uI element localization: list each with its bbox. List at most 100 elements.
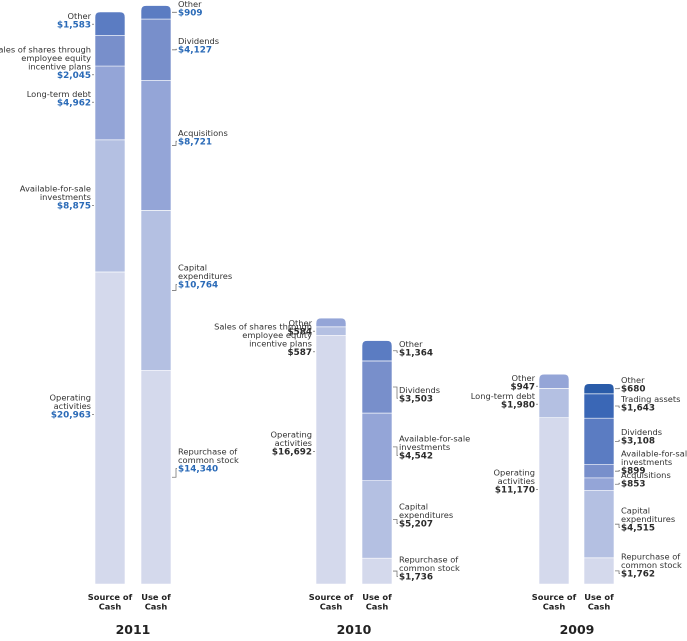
segment-label: Dividends [621, 427, 662, 437]
bar-2010-use-capital-expenditures [362, 481, 392, 559]
column-label-2011-use: Cash [145, 602, 168, 612]
column-label-2010-source: Cash [320, 602, 343, 612]
segment-label: investments [621, 457, 672, 467]
column-label-2009-source: Source of [532, 592, 577, 602]
segment-label: activities [54, 401, 91, 411]
segment-label: Dividends [178, 36, 219, 46]
bar-2009-use-acquisitions [584, 478, 614, 491]
bar-2009-source-operating-activities [539, 418, 569, 584]
segment-label: activities [498, 476, 535, 486]
segment-value: $909 [178, 8, 202, 18]
label-2009-use-trading-assets: Trading assets$1,643 [620, 394, 681, 414]
bar-2009-use-capital-expenditures [584, 491, 614, 558]
segment-label: investments [40, 192, 91, 202]
leader-line [393, 447, 398, 456]
column-label-2009-use: Cash [588, 602, 611, 612]
bar-2011-use-repurchase-of-common-stock [141, 371, 171, 584]
bar-2010-source-other [316, 318, 346, 327]
label-2010-use-other: Other$1,364 [399, 339, 433, 359]
segment-value: $1,980 [501, 400, 535, 410]
segment-label: expenditures [178, 271, 232, 281]
segment-value: $584 [288, 327, 312, 337]
label-2009-source-long-term-debt: Long-term debt$1,980 [471, 391, 536, 411]
bar-2011-source-operating-activities [95, 272, 125, 584]
column-label-2009-source: Cash [543, 602, 566, 612]
segment-label: expenditures [621, 514, 675, 524]
bar-2009-source-long-term-debt [539, 388, 569, 417]
segment-value: $11,170 [495, 486, 535, 496]
segment-value: $20,963 [51, 411, 91, 421]
bar-2010-use-dividends [362, 361, 392, 413]
label-2009-use-dividends: Dividends$3,108 [621, 427, 662, 447]
label-2009-use-other: Other$680 [621, 375, 645, 395]
segment-label: Other [511, 373, 535, 383]
segment-value: $853 [621, 479, 645, 489]
leader-line [393, 519, 398, 523]
label-2009-source-other: Other$947 [511, 373, 536, 393]
segment-value: $8,721 [178, 137, 212, 147]
bar-2009-use-repurchase-of-common-stock [584, 558, 614, 584]
label-2010-source-other: Other$584 [288, 318, 313, 338]
segment-label: Acquisitions [178, 128, 228, 138]
segment-label: Other [399, 339, 423, 349]
segment-label: Other [67, 11, 91, 21]
segment-label: incentive plans [28, 61, 91, 71]
label-2010-use-dividends: Dividends$3,503 [399, 385, 440, 405]
leader-line [393, 571, 398, 576]
segment-value: $8,875 [57, 202, 91, 212]
segment-value: $2,045 [57, 71, 91, 81]
bar-2011-use-capital-expenditures [141, 210, 171, 370]
segment-value: $5,207 [399, 520, 433, 530]
segment-value: $1,583 [57, 20, 91, 30]
leader-line [393, 387, 398, 398]
bar-2011-source-other [95, 12, 125, 36]
column-label-2009-use: Use of [584, 592, 614, 602]
segment-label: activities [275, 438, 312, 448]
year-label-2011: 2011 [116, 622, 151, 636]
bar-2011-source-long-term-debt [95, 66, 125, 140]
bar-2009-use-other [584, 384, 614, 394]
segment-label: Other [621, 375, 645, 385]
bar-2011-use-other [141, 6, 171, 20]
bar-2010-use-available-for-sale-investments [362, 413, 392, 481]
year-label-2009: 2009 [560, 622, 595, 636]
segment-label: Dividends [399, 385, 440, 395]
segment-value: $947 [511, 382, 535, 392]
segment-label: expenditures [399, 510, 453, 520]
bar-2010-source-operating-activities [316, 336, 346, 584]
bar-2010-use-other [362, 341, 392, 361]
segment-label: common stock [178, 455, 239, 465]
bar-2009-use-dividends [584, 418, 614, 464]
column-label-2010-use: Use of [362, 592, 392, 602]
label-2011-source-other: Other$1,583 [57, 11, 92, 31]
segment-value: $4,515 [621, 524, 655, 534]
leader-line [172, 469, 177, 478]
column-label-2010-use: Cash [366, 602, 389, 612]
segment-label: Long-term debt [471, 391, 536, 401]
segment-value: $4,127 [178, 45, 212, 55]
bar-2009-source-other [539, 374, 569, 388]
bar-2010-source-sales-of-shares-through-employee-equity-incentive-plans [316, 327, 346, 336]
column-label-2011-source: Cash [99, 602, 122, 612]
label-2011-source-long-term-debt: Long-term debt$4,962 [27, 89, 92, 109]
leader-line [615, 524, 620, 527]
bar-2011-source-sales-of-shares-through-employee-equity-incentive-plans [95, 36, 125, 66]
leader-line [615, 483, 620, 484]
segment-value: $16,692 [272, 448, 312, 458]
segment-value: $1,762 [621, 570, 655, 580]
bar-2009-use-trading-assets [584, 394, 614, 418]
segment-value: $587 [288, 348, 312, 358]
segment-value: $3,108 [621, 436, 655, 446]
label-2011-use-acquisitions: Acquisitions$8,721 [178, 128, 228, 148]
